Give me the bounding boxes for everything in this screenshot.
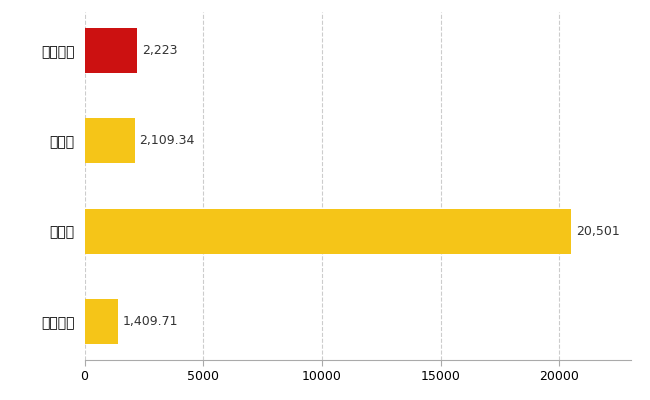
Text: 2,109.34: 2,109.34 bbox=[139, 134, 195, 147]
Text: 2,223: 2,223 bbox=[142, 44, 177, 57]
Text: 1,409.71: 1,409.71 bbox=[123, 315, 178, 328]
Bar bbox=[84, 28, 137, 73]
Bar bbox=[84, 299, 118, 344]
Text: 20,501: 20,501 bbox=[576, 225, 619, 238]
Bar bbox=[84, 208, 571, 254]
Bar bbox=[84, 118, 135, 164]
